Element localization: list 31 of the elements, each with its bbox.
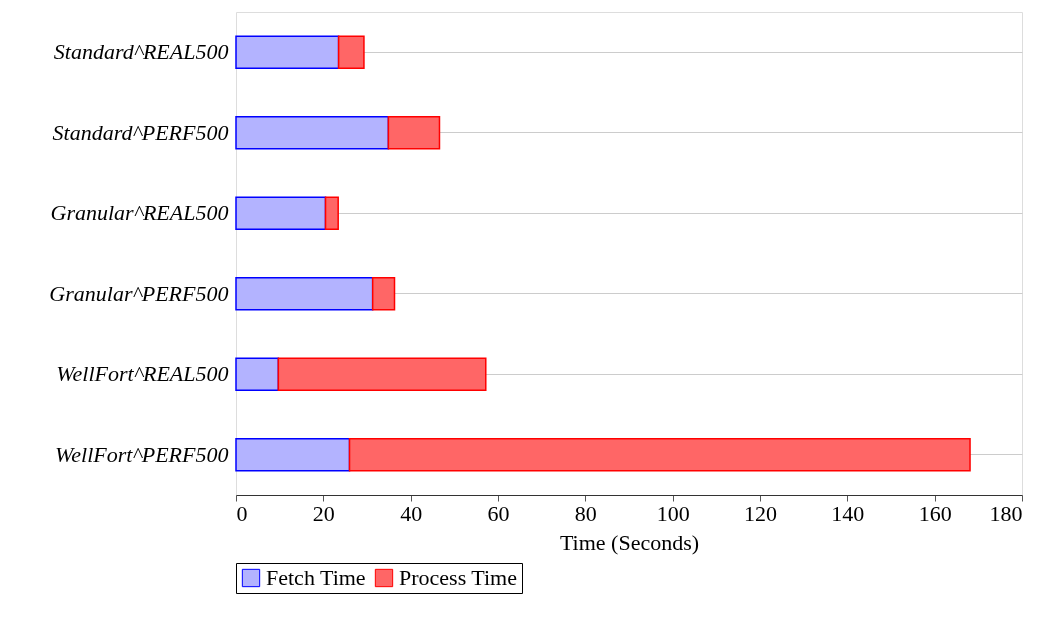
bar	[348, 437, 971, 472]
legend-label: Process Time	[399, 565, 517, 590]
x-tick-label: 120	[744, 500, 777, 526]
bar	[235, 35, 340, 70]
bar	[235, 276, 374, 311]
bar	[371, 276, 396, 311]
y-tick-label: Granular^REAL500	[50, 200, 229, 226]
bar	[235, 115, 390, 150]
x-tick-label: 80	[574, 500, 597, 526]
y-tick-label: Standard^PERF500	[52, 119, 229, 145]
legend-label: Fetch Time	[266, 565, 366, 590]
bar	[277, 357, 487, 392]
x-tick-label: 180	[989, 500, 1023, 526]
x-tick-label: 140	[831, 500, 865, 526]
x-tick-label: 20	[312, 500, 335, 526]
y-tick-label: Granular^PERF500	[49, 280, 229, 306]
x-tick-label: 60	[487, 500, 510, 526]
bar	[235, 196, 327, 231]
bar	[235, 437, 351, 472]
bar	[337, 35, 365, 70]
y-tick-label: WellFort^REAL500	[56, 361, 229, 387]
y-tick-label: Standard^REAL500	[53, 39, 229, 65]
x-tick-label: 160	[918, 500, 952, 526]
x-tick-label: 40	[400, 500, 423, 526]
x-tick-label: 100	[656, 500, 690, 526]
y-tick-label: WellFort^PERF500	[55, 441, 229, 467]
bar	[387, 115, 441, 150]
x-tick-label: 0	[236, 500, 248, 526]
bar	[235, 357, 280, 392]
x-axis-title: Time (Seconds)	[559, 529, 700, 555]
bar	[324, 196, 339, 231]
